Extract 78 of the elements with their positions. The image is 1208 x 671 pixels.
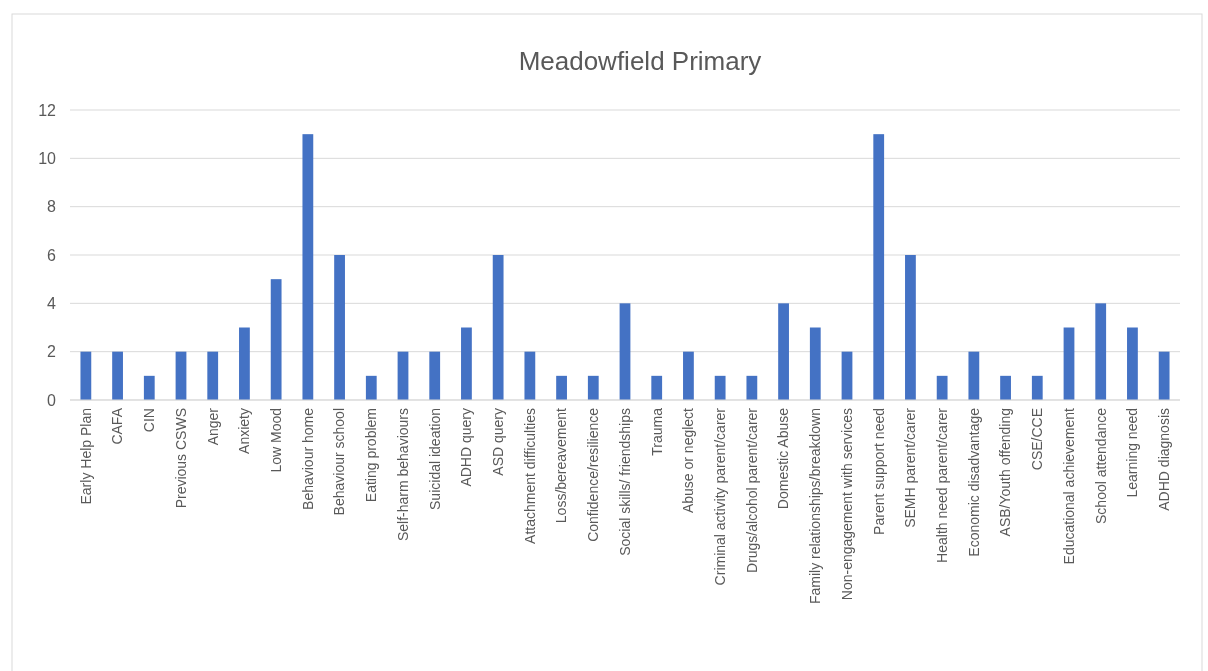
y-tick-label: 0 <box>47 391 57 409</box>
x-tick-label: Family relationships/breakdown <box>807 408 824 605</box>
x-tick-label: Suicidal ideation <box>426 408 443 510</box>
bar <box>1158 351 1170 400</box>
bar <box>207 351 219 400</box>
y-tick-label: 8 <box>47 198 57 216</box>
x-tick-label: ADHD diagnosis <box>1156 408 1173 511</box>
bar <box>461 327 472 400</box>
y-tick-label: 10 <box>38 149 57 167</box>
bar <box>80 351 92 400</box>
x-tick-label: Anger <box>204 407 221 446</box>
x-tick-label: Non-engagement with services <box>838 408 855 601</box>
x-tick-label: SEMH parent/carer <box>902 407 919 528</box>
bar <box>841 351 853 400</box>
x-tick-label: CAFA <box>109 407 126 445</box>
x-tick-label: Criminal activity parent/carer <box>712 407 729 586</box>
x-tick-label: Abuse or neglect <box>680 407 697 514</box>
x-tick-label: Previous CSWS <box>172 408 189 509</box>
bar <box>302 134 314 400</box>
x-tick-label: ASB/Youth offending <box>997 408 1014 537</box>
bar <box>1063 327 1075 400</box>
y-tick-label: 4 <box>47 294 57 312</box>
bar <box>1127 327 1138 400</box>
y-tick-label: 2 <box>47 343 57 361</box>
bar <box>112 351 123 400</box>
bar <box>873 134 885 400</box>
x-tick-label: Parent support need <box>870 408 887 535</box>
bar <box>270 279 282 400</box>
bar <box>397 351 409 400</box>
x-tick-label: Health need parent/carer <box>934 407 951 563</box>
x-tick-label: ASD query <box>490 408 507 476</box>
chart-title: Meadowfield Primary <box>518 46 762 76</box>
bar <box>619 303 631 400</box>
bar <box>365 375 377 400</box>
bar <box>778 303 789 400</box>
x-tick-label: Early Help Plan <box>77 408 94 505</box>
y-tick-label: 12 <box>38 101 57 119</box>
bar <box>587 375 599 400</box>
x-tick-label: Anxiety <box>236 408 253 454</box>
bar <box>936 375 948 400</box>
bar <box>968 351 980 400</box>
bar <box>334 255 345 400</box>
x-tick-label: Behaviour school <box>331 408 348 516</box>
bar <box>683 351 694 400</box>
x-tick-label: Loss/bereavement <box>553 407 570 524</box>
bar <box>239 327 250 400</box>
bar <box>556 375 567 400</box>
x-tick-label: Learning need <box>1124 408 1141 498</box>
bar <box>1031 375 1043 400</box>
bar <box>809 327 821 400</box>
bar <box>524 351 536 400</box>
x-tick-label: Economic disadvantage <box>965 407 982 557</box>
x-tick-label: Social skills/ friendships <box>616 408 633 556</box>
x-tick-label: Low Mood <box>268 408 285 473</box>
bar <box>746 375 758 400</box>
bar <box>714 375 726 400</box>
y-tick-label: 6 <box>47 246 57 264</box>
x-tick-label: CIN <box>141 408 158 433</box>
x-tick-label: Self-harm behaviours <box>394 408 411 542</box>
x-tick-label: Domestic Abuse <box>775 407 792 510</box>
bar <box>905 255 916 400</box>
bar <box>492 255 504 400</box>
bar <box>651 375 663 400</box>
bar <box>1000 375 1011 400</box>
x-tick-label: Eating problem <box>363 408 380 503</box>
x-tick-label: Behaviour home <box>299 407 316 510</box>
bar <box>429 351 441 400</box>
bar <box>143 375 155 400</box>
bar <box>1095 303 1107 400</box>
x-tick-label: Drugs/alcohol parent/carer <box>743 407 760 573</box>
x-tick-label: CSE/CCE <box>1029 408 1046 471</box>
x-tick-label: Trauma <box>648 407 665 456</box>
x-tick-label: Confidence/resilience <box>585 407 602 542</box>
x-tick-label: ADHD query <box>458 408 475 487</box>
x-tick-label: School attendance <box>1092 407 1109 524</box>
bar <box>175 351 187 400</box>
x-tick-label: Educational achievement <box>1060 407 1077 565</box>
x-tick-label: Attachment difficulties <box>521 408 538 544</box>
